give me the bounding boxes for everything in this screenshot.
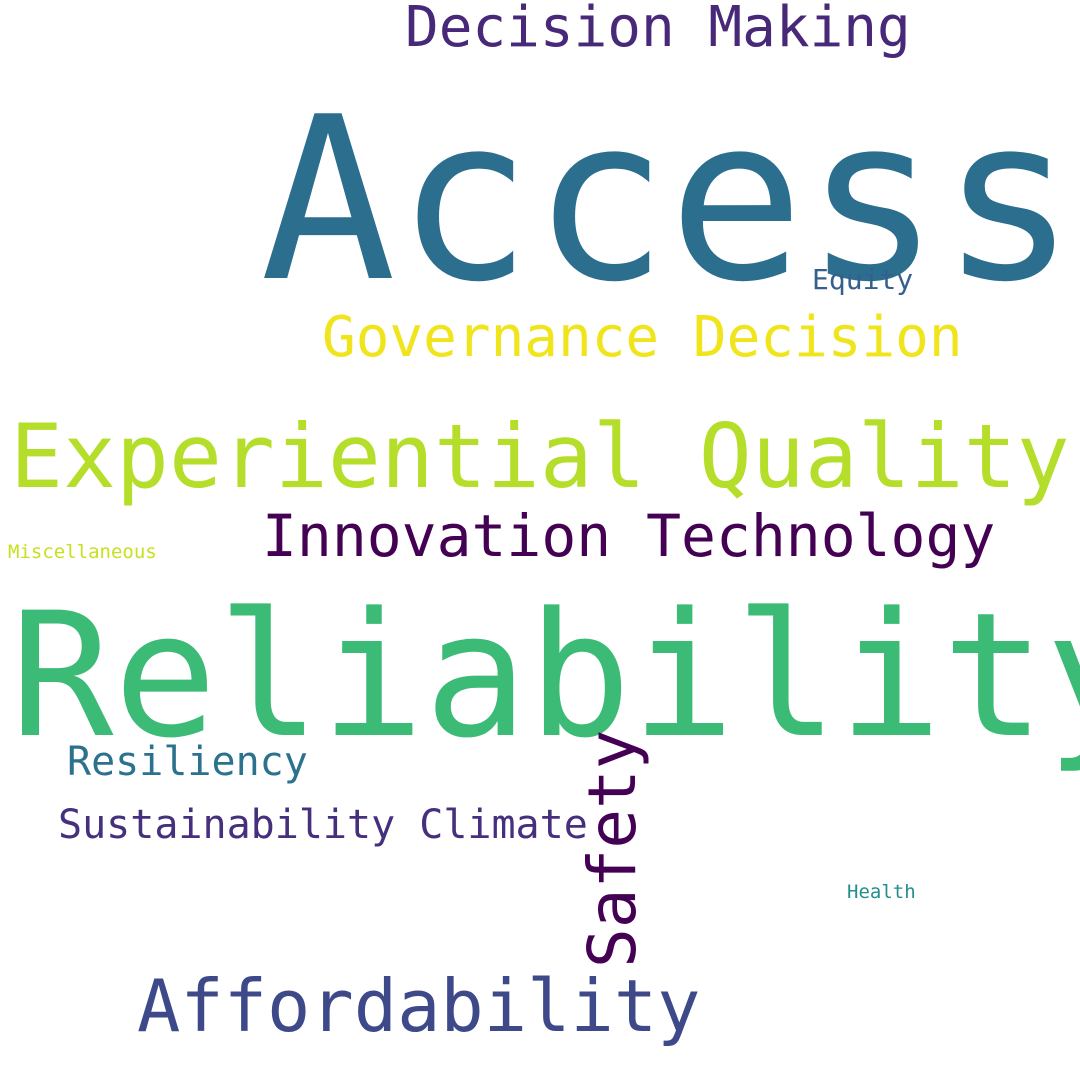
word-governance-decision: Governance Decision [322, 305, 963, 370]
word-health: Health [847, 881, 916, 903]
word-decision-making: Decision Making [405, 0, 911, 60]
word-equity: Equity [812, 263, 914, 296]
word-innovation-technology: Innovation Technology [262, 502, 996, 570]
word-safety: Safety [574, 729, 651, 968]
word-access: Access [260, 69, 1077, 332]
word-miscellaneous: Miscellaneous [8, 541, 157, 563]
word-resiliency: Resiliency [67, 739, 308, 785]
word-affordability: Affordability [137, 964, 701, 1048]
word-reliability: Reliability [10, 575, 1080, 776]
word-experiential-quality: Experiential Quality [10, 405, 1070, 508]
word-sustainability-climate: Sustainability Climate [58, 802, 588, 848]
